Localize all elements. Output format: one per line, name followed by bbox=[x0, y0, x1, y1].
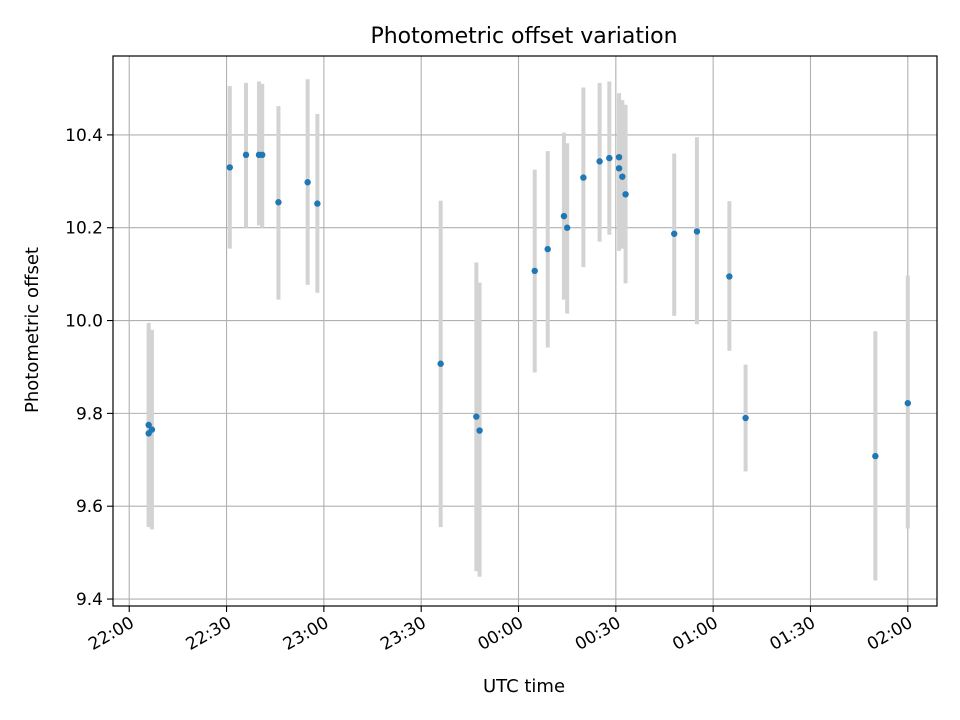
data-point bbox=[314, 200, 321, 207]
x-tick-label: 02:00 bbox=[864, 613, 916, 655]
data-point bbox=[259, 151, 266, 159]
y-tick-label: 9.6 bbox=[76, 497, 103, 517]
y-tick-label: 10.0 bbox=[65, 312, 103, 332]
data-point bbox=[531, 267, 538, 275]
y-tick-label: 9.4 bbox=[76, 590, 103, 610]
data-point bbox=[563, 224, 571, 231]
data-point bbox=[476, 427, 483, 434]
data-point bbox=[693, 228, 701, 235]
data-point bbox=[619, 173, 626, 180]
data-point bbox=[242, 151, 250, 159]
data-point bbox=[226, 164, 233, 171]
x-tick-label: 01:30 bbox=[767, 613, 819, 655]
y-tick-label: 10.2 bbox=[65, 219, 103, 239]
x-tick-label: 22:00 bbox=[85, 613, 137, 655]
data-point bbox=[596, 158, 603, 165]
data-points bbox=[145, 151, 912, 460]
data-point bbox=[437, 360, 444, 367]
data-point bbox=[606, 154, 613, 162]
chart-title: Photometric offset variation bbox=[370, 24, 677, 49]
x-tick-label: 00:00 bbox=[475, 613, 527, 655]
data-point bbox=[904, 399, 912, 407]
data-point bbox=[872, 452, 879, 460]
data-point bbox=[742, 414, 749, 422]
y-axis-label: Photometric offset bbox=[22, 247, 43, 413]
x-axis-ticks: 22:00 22:30 23:00 23:30 00:00 00:30 01:00 01:30… bbox=[85, 606, 916, 655]
x-tick-label: 23:00 bbox=[280, 613, 332, 655]
x-tick-label: 22:30 bbox=[183, 613, 235, 655]
data-point bbox=[148, 426, 156, 433]
data-point bbox=[473, 413, 480, 420]
x-tick-label: 00:30 bbox=[572, 613, 624, 655]
x-tick-label: 01:00 bbox=[669, 613, 721, 655]
data-point bbox=[615, 153, 623, 161]
data-point bbox=[304, 179, 311, 186]
x-axis-label: UTC time bbox=[483, 676, 565, 697]
data-point bbox=[275, 199, 282, 206]
x-tick-label: 23:30 bbox=[377, 613, 429, 655]
y-tick-label: 10.4 bbox=[65, 126, 103, 146]
data-point bbox=[726, 273, 733, 280]
data-point bbox=[622, 191, 629, 198]
data-point bbox=[615, 165, 623, 172]
data-point bbox=[145, 421, 152, 429]
plot-frame bbox=[112, 55, 938, 607]
grid-lines bbox=[113, 56, 937, 606]
y-axis-ticks: 9.4 9.6 9.8 10.0 10.2 10.4 bbox=[65, 126, 113, 610]
data-point bbox=[580, 174, 587, 181]
data-point bbox=[560, 212, 568, 220]
data-point bbox=[544, 245, 551, 253]
data-point bbox=[671, 230, 678, 237]
y-tick-label: 9.8 bbox=[76, 404, 103, 424]
